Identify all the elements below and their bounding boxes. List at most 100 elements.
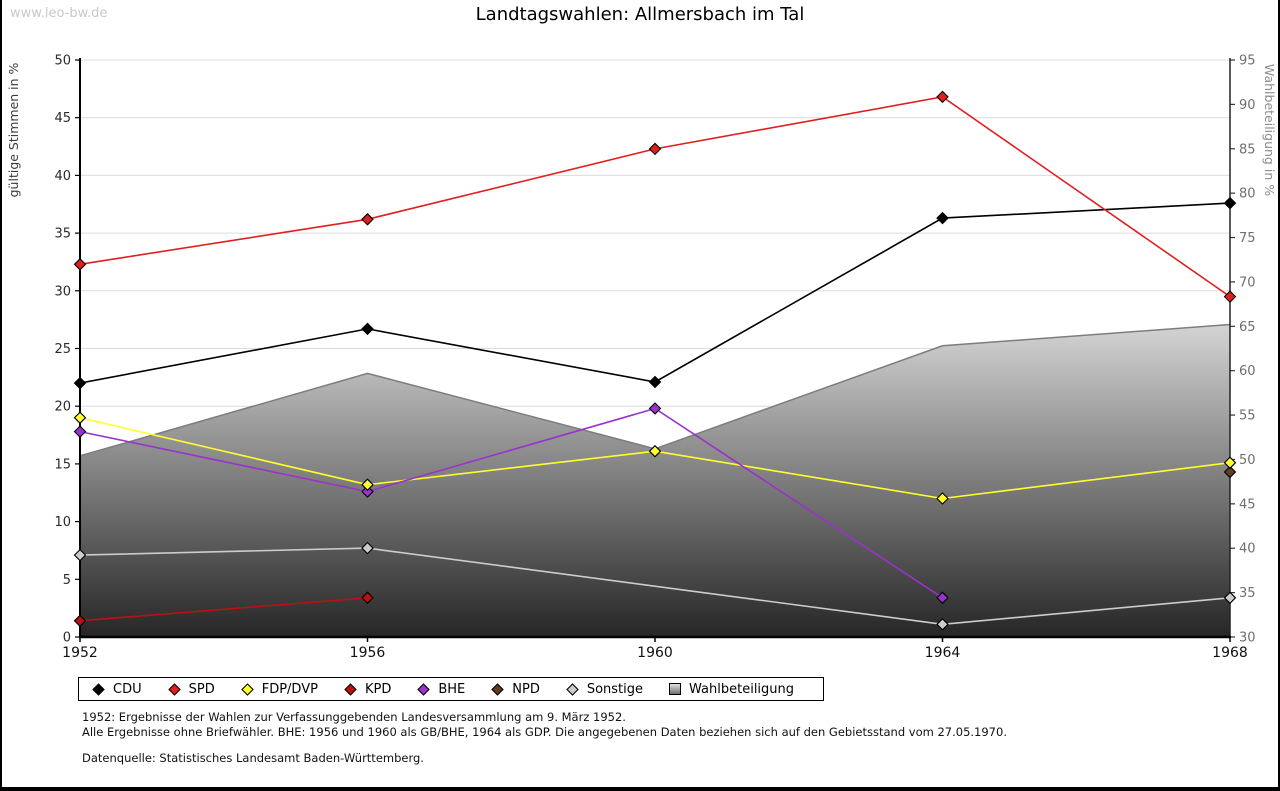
svg-text:25: 25: [54, 342, 71, 357]
footnote-2: Alle Ergebnisse ohne Briefwähler. BHE: 1…: [82, 725, 1007, 739]
x-tick-label: 1964: [925, 645, 961, 661]
svg-text:95: 95: [1239, 54, 1256, 69]
legend-label: BHE: [438, 681, 466, 697]
legend-item-npd: NPD: [491, 682, 540, 697]
svg-text:35: 35: [1239, 586, 1256, 601]
data-point: [936, 90, 949, 104]
right-axis-title: Wahlbeteiligung in %: [1262, 64, 1277, 196]
data-point: [361, 591, 374, 605]
series-line-sonstige: [79, 547, 1231, 626]
data-point: [73, 258, 87, 271]
data-point: [361, 478, 374, 491]
svg-text:0: 0: [63, 631, 71, 646]
election-chart: 0 5 10 15 20 25 30 35 40 45 50 30 35 40 45 50 55 60 65 70 75…: [6, 54, 1277, 662]
series-markers-spd: [73, 90, 1237, 303]
svg-text:20: 20: [54, 400, 71, 415]
data-point: [361, 213, 374, 226]
data-point: [1223, 591, 1237, 605]
series-line-spd: [79, 96, 1231, 298]
svg-text:85: 85: [1239, 142, 1256, 157]
svg-text:40: 40: [54, 169, 71, 184]
svg-text:40: 40: [1239, 542, 1256, 557]
legend-item-wahlbeteiligung: Wahlbeteiligung: [669, 682, 794, 697]
legend-item-cdu: CDU: [92, 682, 142, 697]
legend-label: KPD: [364, 681, 392, 697]
chart-legend: CDU SPD FDP/DVP KPD BHE NPD Sonstige Wahl…: [78, 677, 824, 701]
left-axis-title: gültige Stimmen in %: [6, 62, 21, 197]
data-point: [936, 591, 949, 605]
turnout-area: [79, 323, 1231, 637]
legend-label: SPD: [188, 681, 215, 697]
svg-text:15: 15: [54, 457, 71, 472]
series-markers-bhe: [73, 402, 949, 605]
svg-text:70: 70: [1239, 275, 1256, 290]
data-point: [73, 376, 87, 390]
legend-diamond-icon: [566, 682, 579, 696]
series-markers-npd: [1223, 465, 1237, 479]
svg-text:50: 50: [1239, 453, 1256, 468]
legend-diamond-icon: [167, 682, 181, 696]
svg-text:65: 65: [1239, 320, 1256, 335]
svg-text:45: 45: [54, 111, 71, 126]
svg-text:30: 30: [54, 284, 71, 299]
data-point: [648, 402, 662, 415]
watermark: www.leo-bw.de: [10, 6, 108, 21]
series-markers-fdp-dvp: [73, 411, 1237, 505]
x-tick-label: 1952: [62, 645, 98, 661]
series-line-kpd: [79, 597, 368, 622]
svg-text:50: 50: [54, 54, 71, 69]
data-point: [648, 444, 662, 458]
series-markers-sonstige: [73, 541, 1237, 631]
svg-text:90: 90: [1239, 98, 1256, 113]
x-tick-label: 1960: [637, 645, 673, 661]
svg-text:5: 5: [63, 573, 71, 588]
legend-item-bhe: BHE: [417, 682, 465, 697]
legend-diamond-icon: [240, 682, 254, 696]
series-line-bhe: [79, 407, 943, 599]
svg-text:55: 55: [1239, 409, 1256, 424]
axis-labels: 0 5 10 15 20 25 30 35 40 45 50 30 35 40 45 50 55 60 65 70 75…: [6, 54, 1277, 662]
legend-item-sonstige: Sonstige: [566, 682, 643, 697]
x-tick-label: 1968: [1212, 645, 1248, 661]
axis-lines: [79, 58, 1231, 639]
svg-text:45: 45: [1239, 497, 1256, 512]
x-tick-label: 1956: [350, 645, 386, 661]
page-title: Landtagswahlen: Allmersbach im Tal: [475, 4, 805, 25]
legend-diamond-icon: [491, 682, 505, 696]
data-point: [1223, 196, 1237, 210]
svg-text:10: 10: [54, 515, 71, 530]
legend-label: Sonstige: [586, 681, 644, 697]
data-point: [361, 322, 374, 336]
footnote-1: 1952: Ergebnisse der Wahlen zur Verfassu…: [82, 710, 626, 724]
svg-text:80: 80: [1239, 187, 1256, 202]
data-point: [1223, 290, 1237, 303]
legend-label: NPD: [512, 681, 540, 697]
data-point: [361, 485, 374, 498]
svg-text:35: 35: [54, 227, 71, 242]
data-point: [936, 211, 949, 225]
data-point: [1223, 456, 1237, 469]
legend-diamond-icon: [344, 682, 357, 696]
data-point: [936, 618, 949, 631]
data-point: [1223, 465, 1237, 479]
data-point: [73, 411, 87, 424]
legend-item-kpd: KPD: [344, 682, 391, 697]
svg-text:75: 75: [1239, 231, 1256, 246]
data-point: [648, 375, 662, 389]
legend-item-spd: SPD: [167, 681, 215, 697]
legend-diamond-icon: [92, 682, 105, 696]
data-point: [361, 541, 374, 555]
legend-item-fdp-dvp: FDP/DVP: [240, 681, 318, 697]
series-markers-kpd: [73, 591, 374, 628]
legend-label: CDU: [113, 681, 142, 697]
legend-area-swatch-icon: [669, 683, 682, 695]
legend-label: FDP/DVP: [261, 681, 318, 697]
data-point: [73, 614, 87, 628]
legend-diamond-icon: [417, 682, 431, 696]
data-point: [936, 492, 949, 505]
data-source: Datenquelle: Statistisches Landesamt Bad…: [82, 751, 424, 765]
data-point: [648, 142, 662, 156]
legend-label: Wahlbeteiligung: [689, 681, 795, 697]
svg-text:60: 60: [1239, 364, 1256, 379]
